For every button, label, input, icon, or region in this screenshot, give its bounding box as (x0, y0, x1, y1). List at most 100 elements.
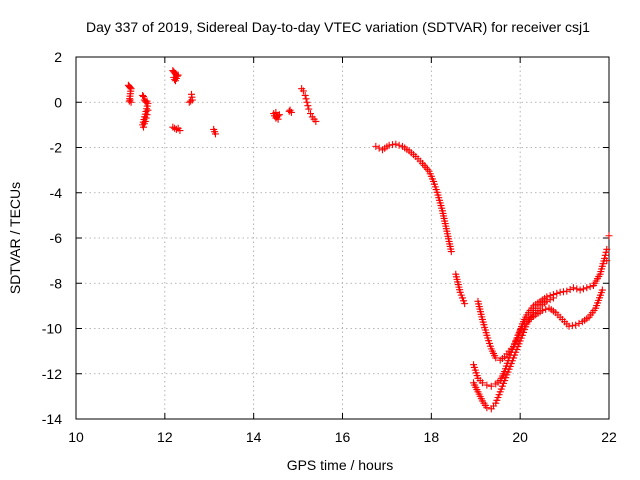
data-point-marker (169, 123, 177, 131)
data-point-marker (447, 248, 455, 256)
data-point-marker (461, 300, 469, 308)
x-tick-label: 18 (424, 429, 440, 445)
data-point-marker (543, 297, 551, 305)
data-point-marker (549, 294, 557, 302)
data-point-marker (559, 288, 567, 296)
data-point-marker (140, 93, 148, 101)
data-point-marker (301, 91, 309, 99)
data-point-marker (487, 382, 495, 390)
y-tick-label: -12 (42, 366, 62, 382)
x-tick-label: 22 (601, 429, 617, 445)
data-point-marker (302, 95, 310, 103)
data-point-marker (141, 117, 149, 125)
series-arc-12 (470, 294, 557, 413)
series-arc-11 (470, 232, 613, 390)
data-point-marker (392, 140, 400, 148)
chart-title: Day 337 of 2019, Sidereal Day-to-day VTE… (86, 19, 590, 35)
data-point-marker (127, 98, 135, 106)
series-arc-1 (124, 81, 135, 106)
x-tick-label: 16 (335, 429, 351, 445)
data-point-marker (603, 245, 611, 253)
data-point-marker (304, 102, 312, 110)
data-point-marker (569, 284, 577, 292)
x-tick-label: 10 (68, 429, 84, 445)
data-point-marker (142, 114, 150, 122)
series-arc-3 (169, 67, 184, 135)
data-point-marker (144, 106, 152, 114)
axis-ticks (75, 56, 610, 420)
data-point-marker (565, 322, 573, 330)
data-point-marker (583, 284, 591, 292)
series-arc-4 (185, 90, 196, 106)
y-tick-label: -8 (50, 275, 63, 291)
data-point-marker (140, 123, 148, 131)
data-point-marker (573, 285, 581, 293)
data-point-marker (211, 130, 219, 138)
data-point-marker (312, 117, 320, 125)
x-tick-label: 14 (246, 429, 262, 445)
data-point-marker (388, 141, 396, 149)
y-tick-label: -2 (50, 140, 63, 156)
data-point-marker (385, 141, 393, 149)
data-point-marker (563, 287, 571, 295)
data-point-marker (601, 251, 609, 259)
series-arc-5 (210, 125, 219, 138)
data-point-marker (143, 111, 151, 119)
y-axis-label: SDTVAR / TECUs (7, 182, 23, 294)
data-point-marker (492, 354, 500, 362)
data-point-marker (299, 87, 307, 95)
series-arc-7 (285, 106, 295, 116)
y-tick-label: 0 (54, 94, 62, 110)
data-point-marker (171, 76, 179, 84)
data-point-marker (187, 90, 195, 98)
data-point-marker (372, 142, 380, 150)
data-point-marker (546, 296, 554, 304)
x-axis-label: GPS time / hours (287, 457, 394, 473)
data-point-marker (553, 289, 561, 297)
data-point-marker (579, 285, 587, 293)
y-tick-labels: 2 0 -2 -4 -6 -8 -10 -12 -14 (42, 49, 62, 427)
series-arc-9 (372, 140, 469, 308)
series-arc-2 (139, 91, 152, 131)
x-tick-label: 20 (512, 429, 528, 445)
x-tick-label: 12 (157, 429, 173, 445)
data-point-marker (142, 98, 150, 106)
data-point-marker (603, 257, 611, 265)
data-point-marker (598, 286, 606, 294)
data-point-marker (538, 306, 546, 314)
data-point-marker (586, 283, 594, 291)
y-tick-label: -4 (50, 185, 63, 201)
data-point-marker (139, 91, 147, 99)
data-point-marker (483, 381, 491, 389)
data-point-marker (176, 127, 184, 135)
data-point-marker (572, 321, 580, 329)
data-point-marker (305, 105, 313, 113)
data-points (124, 67, 613, 413)
data-point-marker (483, 404, 491, 412)
data-point-marker (172, 74, 180, 82)
data-point-marker (187, 97, 195, 105)
y-tick-label: 2 (54, 49, 62, 65)
data-point-marker (576, 286, 584, 294)
y-tick-label: -10 (42, 321, 62, 337)
grid-lines (76, 57, 609, 419)
data-point-marker (602, 248, 610, 256)
data-point-marker (575, 319, 583, 327)
x-tick-labels: 10 12 14 16 18 20 22 (68, 429, 617, 445)
data-point-marker (566, 285, 574, 293)
data-point-marker (478, 379, 486, 387)
data-point-marker (303, 98, 311, 106)
data-point-marker (556, 288, 564, 296)
series-arc-8 (298, 85, 320, 125)
y-tick-label: -6 (50, 230, 63, 246)
data-point-marker (172, 125, 180, 133)
data-point-marker (605, 232, 613, 240)
data-point-marker (125, 97, 133, 105)
data-point-marker (287, 108, 295, 116)
data-point-marker (568, 322, 576, 330)
data-point-marker (174, 71, 182, 79)
data-point-marker (274, 115, 282, 123)
series-arc-6 (270, 108, 283, 123)
data-point-marker (272, 108, 280, 116)
